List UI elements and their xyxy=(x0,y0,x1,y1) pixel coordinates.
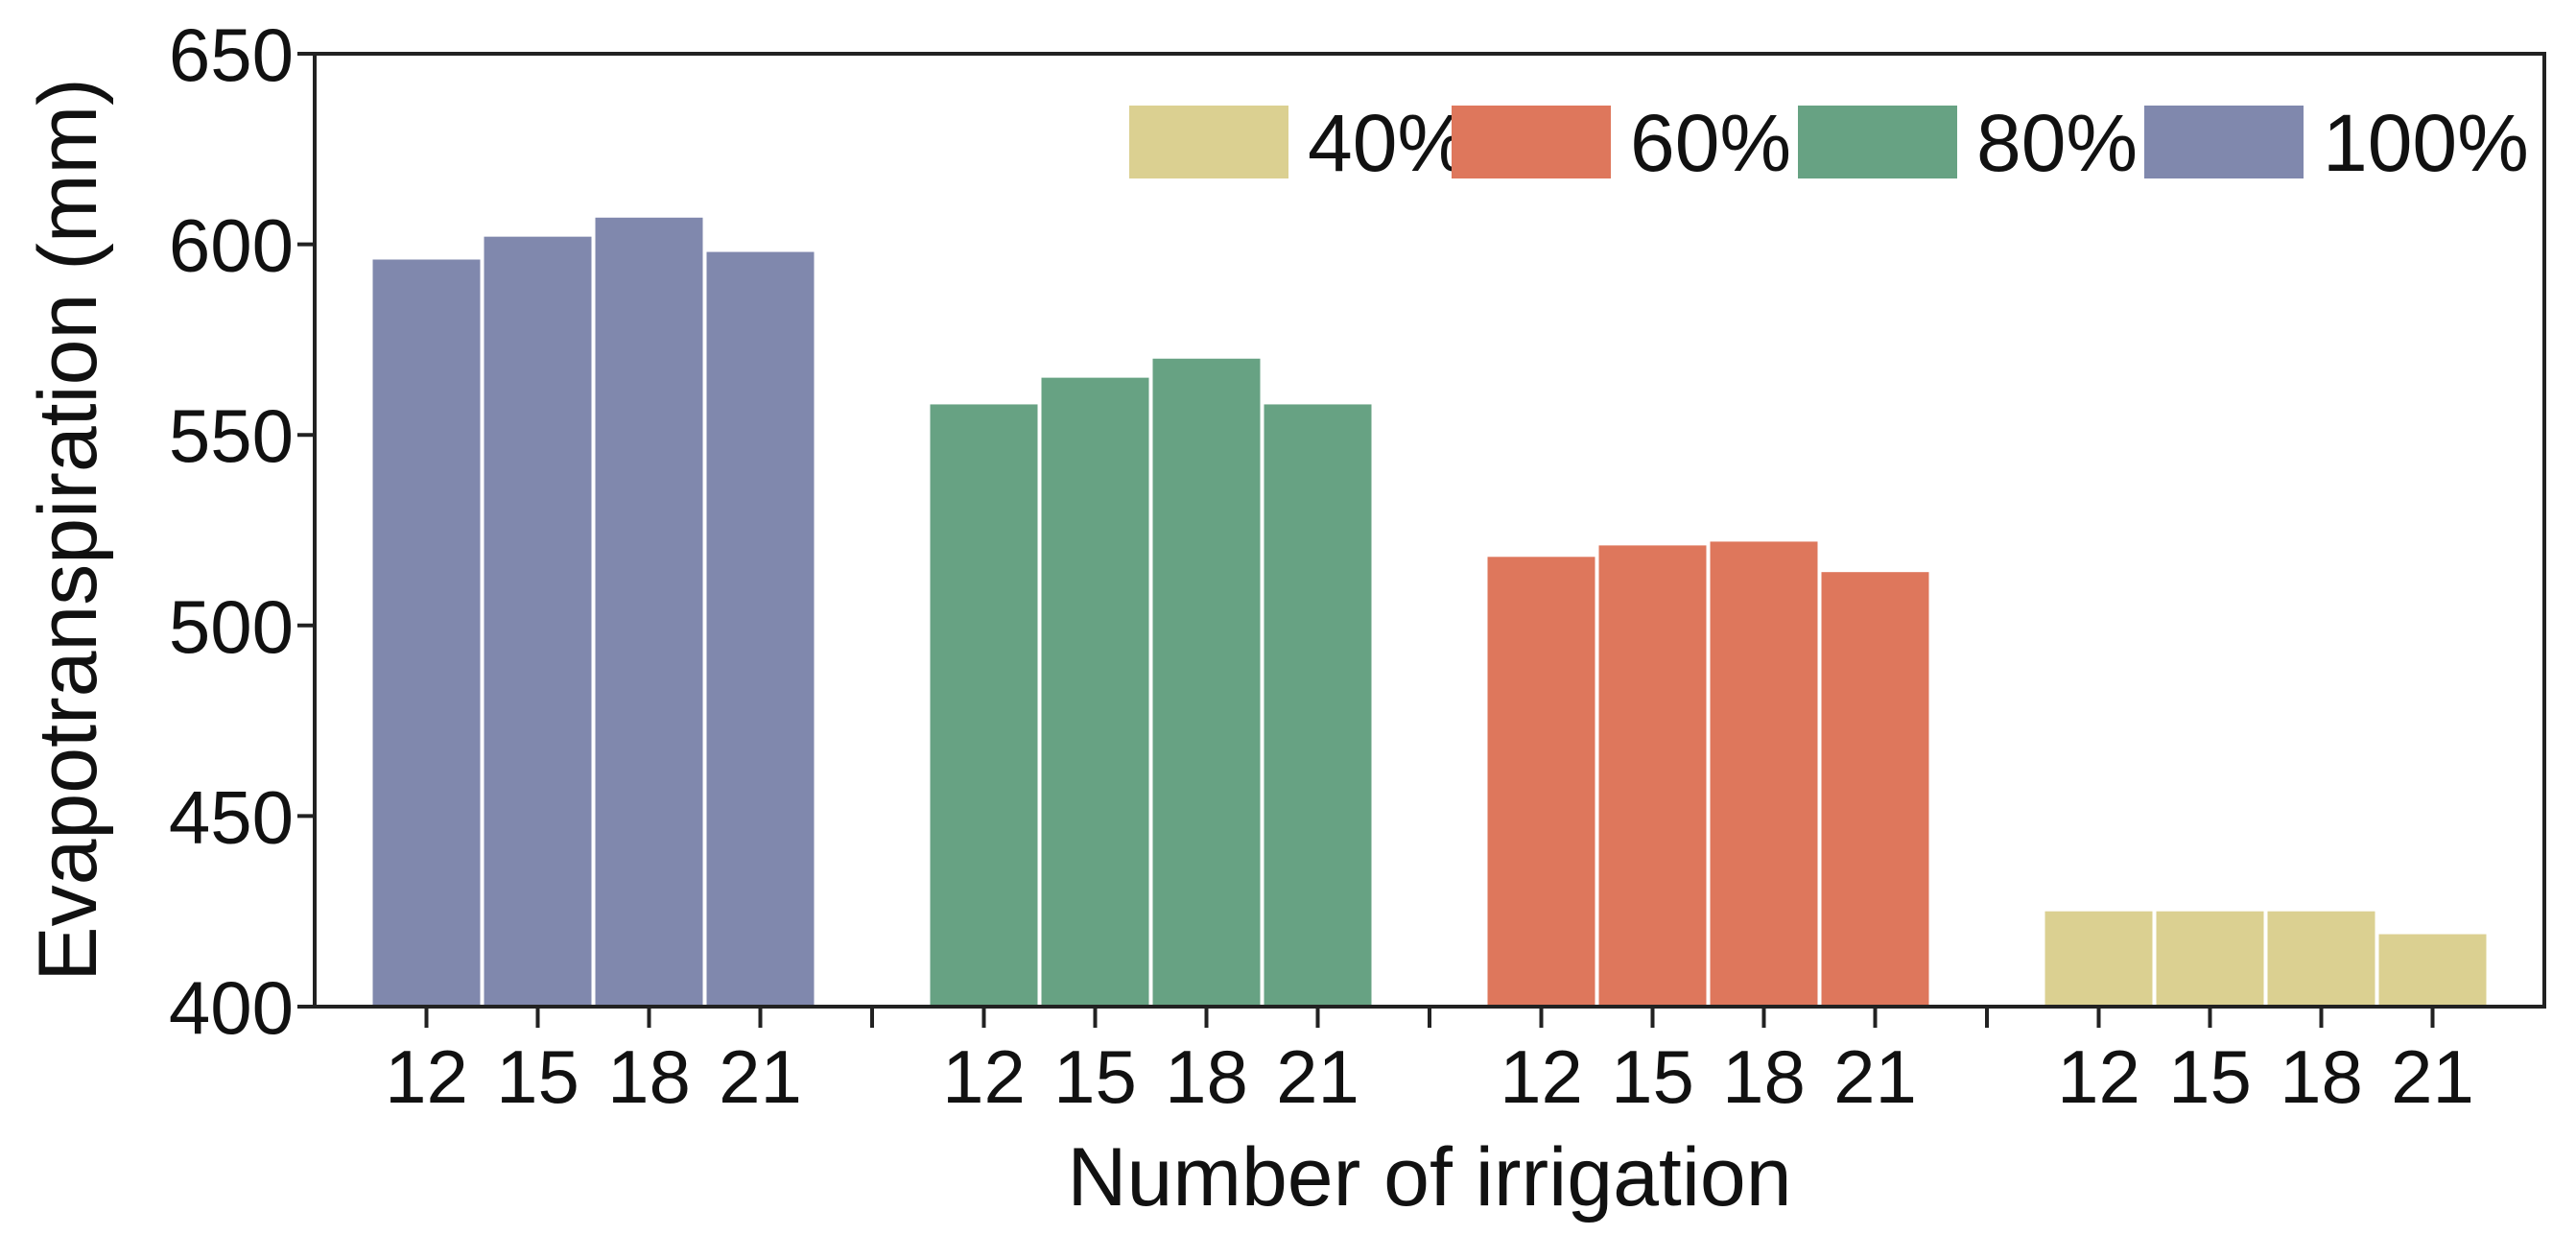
bar-40pct-12 xyxy=(2044,911,2153,1007)
bar-60pct-18 xyxy=(1710,541,1818,1007)
bar-100pct-15 xyxy=(484,236,592,1007)
y-tick-label: 550 xyxy=(169,393,294,478)
y-axis: 400 450 500 550 600 650 xyxy=(169,12,315,1050)
bars-layer xyxy=(372,217,2487,1007)
bar-80pct-15 xyxy=(1041,377,1149,1007)
bar-40pct-18 xyxy=(2267,911,2375,1007)
y-axis-label: Evapotranspiration (mm) xyxy=(22,78,114,982)
x-tick-label: 12 xyxy=(1500,1034,1583,1119)
bar-40pct-21 xyxy=(2378,934,2487,1007)
legend-swatch-80pct xyxy=(1798,106,1957,178)
x-axis-label: Number of irrigation xyxy=(1067,1131,1791,1223)
bar-60pct-21 xyxy=(1821,572,1929,1007)
bar-100pct-21 xyxy=(706,251,815,1007)
x-tick-label: 18 xyxy=(2280,1034,2363,1119)
bar-60pct-12 xyxy=(1487,557,1595,1007)
x-tick-label: 12 xyxy=(385,1034,468,1119)
legend-label: 40% xyxy=(1308,98,1469,188)
x-axis: 12 15 18 21 12 15 18 21 12 15 18 21 12 15 18 21 xyxy=(385,1007,2474,1119)
x-tick-label: 21 xyxy=(2391,1034,2474,1119)
bar-80pct-12 xyxy=(930,404,1038,1007)
x-tick-label: 15 xyxy=(1053,1034,1137,1119)
bar-100pct-18 xyxy=(595,217,703,1007)
bar-60pct-15 xyxy=(1598,545,1707,1007)
y-tick-label: 650 xyxy=(169,12,294,97)
legend-swatch-40pct xyxy=(1129,106,1288,178)
x-tick-label: 15 xyxy=(1611,1034,1694,1119)
legend-label: 80% xyxy=(1976,98,2138,188)
x-tick-label: 21 xyxy=(1833,1034,1917,1119)
legend-label: 60% xyxy=(1630,98,1791,188)
x-tick-label: 21 xyxy=(1276,1034,1359,1119)
y-tick-label: 400 xyxy=(169,965,294,1050)
x-tick-label: 15 xyxy=(496,1034,579,1119)
x-tick-label: 12 xyxy=(2057,1034,2140,1119)
bar-80pct-21 xyxy=(1264,404,1372,1007)
x-tick-label: 15 xyxy=(2168,1034,2252,1119)
x-tick-label: 18 xyxy=(1722,1034,1806,1119)
legend-label: 100% xyxy=(2323,98,2529,188)
x-tick-label: 21 xyxy=(719,1034,802,1119)
legend: 40% 60% 80% 100% xyxy=(1129,98,2529,188)
legend-swatch-60pct xyxy=(1452,106,1611,178)
bar-100pct-12 xyxy=(372,259,481,1007)
y-tick-label: 450 xyxy=(169,774,294,859)
x-tick-label: 18 xyxy=(1165,1034,1248,1119)
x-tick-label: 18 xyxy=(607,1034,691,1119)
bar-80pct-18 xyxy=(1152,358,1261,1007)
legend-swatch-100pct xyxy=(2144,106,2304,178)
y-tick-label: 500 xyxy=(169,584,294,669)
bar-40pct-15 xyxy=(2156,911,2264,1007)
y-tick-label: 600 xyxy=(169,203,294,288)
x-tick-label: 12 xyxy=(942,1034,1026,1119)
